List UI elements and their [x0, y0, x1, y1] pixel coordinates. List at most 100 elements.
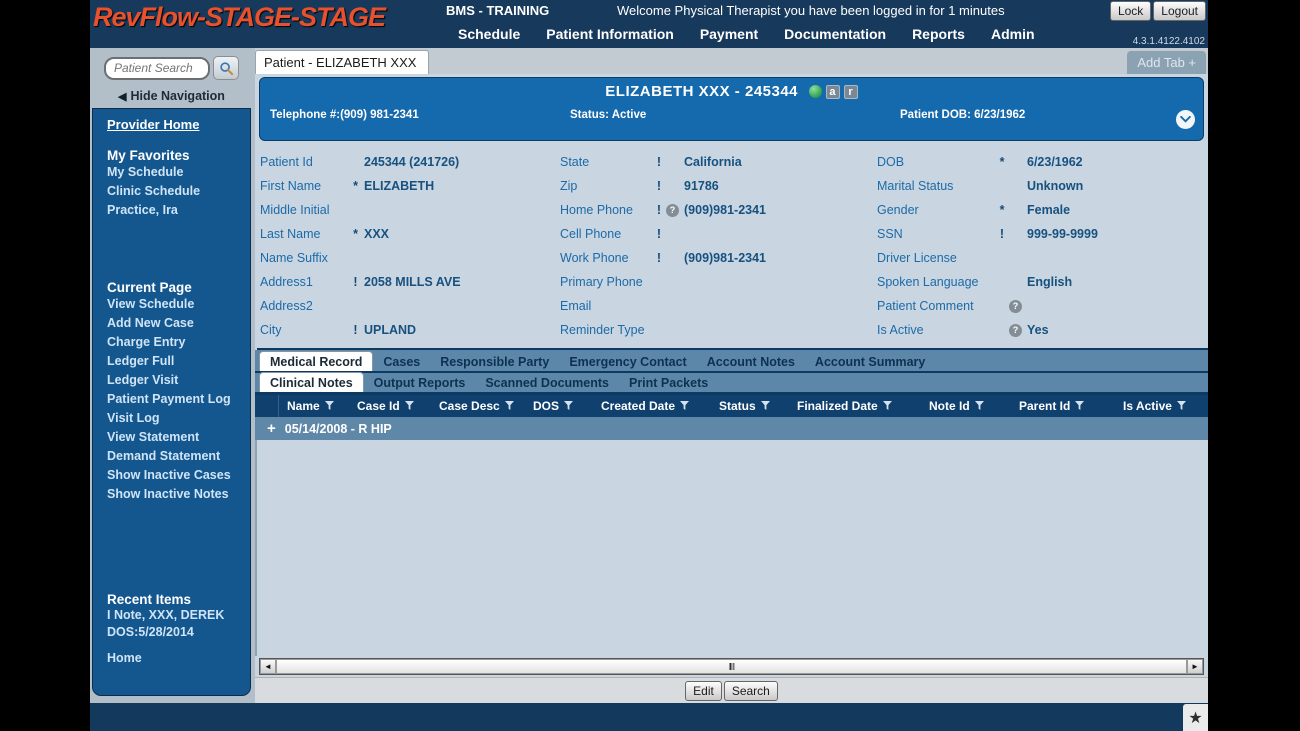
note-group-row[interactable]: + 05/14/2008 - R HIP: [255, 417, 1208, 440]
column-label: DOS: [533, 399, 560, 413]
patient-banner: ELIZABETH XXX - 245344 a r Telephone #:(…: [259, 77, 1204, 141]
sidebar-item-visit-log[interactable]: Visit Log: [107, 411, 160, 425]
sidebar-item-my-schedule[interactable]: My Schedule: [107, 165, 184, 179]
environment-label: BMS - TRAINING: [446, 3, 550, 18]
column-header-note-id[interactable]: Note Id: [921, 399, 1011, 413]
sidebar-item-patient-payment-log[interactable]: Patient Payment Log: [107, 392, 231, 406]
sidebar-item-ledger-full[interactable]: Ledger Full: [107, 354, 175, 368]
patient-search-button[interactable]: [213, 56, 239, 80]
menu-item-documentation[interactable]: Documentation: [784, 26, 887, 42]
sidebar-item-provider-home[interactable]: Provider Home: [107, 117, 200, 132]
field-value: Yes: [1027, 323, 1049, 337]
field-value: California: [684, 155, 742, 169]
field-label: DOB: [877, 155, 905, 169]
scrollbar-grip: [729, 663, 734, 670]
horizontal-scrollbar[interactable]: ◄ ►: [259, 658, 1204, 675]
scroll-left-button[interactable]: ◄: [260, 659, 276, 674]
recent-item-dos: DOS:5/28/2014: [107, 625, 194, 639]
tab-emergency-contact[interactable]: Emergency Contact: [569, 355, 687, 369]
column-header-parent-id[interactable]: Parent Id: [1011, 399, 1115, 413]
help-icon[interactable]: ?: [1009, 323, 1022, 337]
favorites-star-button[interactable]: ★: [1183, 704, 1208, 731]
tab-patient[interactable]: Patient - ELIZABETH XXX: [255, 50, 430, 74]
menu-item-schedule[interactable]: Schedule: [458, 26, 521, 42]
menu-item-admin[interactable]: Admin: [990, 26, 1035, 42]
subtab-output-reports[interactable]: Output Reports: [373, 376, 466, 390]
sidebar-item-charge-entry[interactable]: Charge Entry: [107, 335, 186, 349]
tab-responsible-party[interactable]: Responsible Party: [440, 355, 550, 369]
sidebar-item-home[interactable]: Home: [107, 651, 142, 665]
subtab-clinical-notes[interactable]: Clinical Notes: [259, 372, 364, 392]
help-icon[interactable]: ?: [1009, 299, 1022, 313]
sidebar-item-add-new-case[interactable]: Add New Case: [107, 316, 194, 330]
column-header-finalized-date[interactable]: Finalized Date: [789, 399, 921, 413]
field-label: Patient Id: [260, 155, 313, 169]
tab-medical-record[interactable]: Medical Record: [259, 351, 374, 371]
field-flag: *: [353, 179, 358, 193]
field-flag: !: [353, 275, 358, 289]
field-label: Address1: [260, 275, 313, 289]
column-header-name[interactable]: Name: [279, 399, 349, 413]
banner-collapse-button[interactable]: [1176, 110, 1195, 129]
search-button[interactable]: Search: [723, 680, 778, 701]
patient-banner-title: ELIZABETH XXX - 245344 a r: [260, 78, 1203, 100]
filter-icon[interactable]: [974, 401, 984, 411]
column-label: Status: [719, 399, 756, 413]
logout-button[interactable]: Logout: [1153, 1, 1206, 21]
lock-button[interactable]: Lock: [1109, 1, 1152, 21]
filter-icon[interactable]: [1176, 401, 1186, 411]
filter-icon[interactable]: [680, 401, 690, 411]
filter-icon[interactable]: [882, 401, 892, 411]
filter-icon[interactable]: [404, 401, 414, 411]
help-icon[interactable]: ?: [666, 203, 679, 217]
edit-button[interactable]: Edit: [685, 680, 722, 701]
add-tab-button[interactable]: Add Tab +: [1127, 51, 1206, 74]
field-value: (909)981-2341: [684, 203, 767, 217]
column-header-status[interactable]: Status: [711, 399, 789, 413]
tab-account-summary[interactable]: Account Summary: [814, 355, 926, 369]
field-label: Email: [560, 299, 592, 313]
chevron-down-icon: [1180, 116, 1191, 123]
main-menu: Schedule Patient Information Payment Doc…: [458, 26, 1035, 42]
green-status-icon[interactable]: [808, 85, 822, 99]
column-header-case-desc[interactable]: Case Desc: [431, 399, 525, 413]
field-label: Marital Status: [877, 179, 954, 193]
column-header-dos[interactable]: DOS: [525, 399, 593, 413]
field-value: 91786: [684, 179, 719, 193]
field-value: 6/23/1962: [1027, 155, 1083, 169]
filter-icon[interactable]: [564, 401, 574, 411]
patient-search-input[interactable]: [104, 56, 210, 80]
expand-icon[interactable]: +: [267, 420, 276, 437]
tab-account-notes[interactable]: Account Notes: [706, 355, 795, 369]
sidebar-item-ledger-visit[interactable]: Ledger Visit: [107, 373, 179, 387]
filter-icon[interactable]: [504, 401, 514, 411]
sidebar-item-view-schedule[interactable]: View Schedule: [107, 297, 195, 311]
scrollbar-thumb[interactable]: [276, 659, 1187, 674]
sidebar-item-show-inactive-notes[interactable]: Show Inactive Notes: [107, 487, 229, 501]
session-buttons: Lock Logout: [1109, 1, 1206, 21]
sidebar-item-demand-statement[interactable]: Demand Statement: [107, 449, 221, 463]
menu-item-payment[interactable]: Payment: [699, 26, 759, 42]
tab-cases[interactable]: Cases: [383, 355, 421, 369]
badge-r-icon[interactable]: r: [843, 85, 858, 100]
filter-icon[interactable]: [324, 401, 334, 411]
subtab-print-packets[interactable]: Print Packets: [628, 376, 709, 390]
recent-item-link[interactable]: I Note, XXX, DEREK: [107, 608, 225, 622]
sidebar-item-view-statement[interactable]: View Statement: [107, 430, 200, 444]
column-header-case-id[interactable]: Case Id: [349, 399, 431, 413]
filter-icon[interactable]: [760, 401, 770, 411]
column-header-is-active[interactable]: Is Active: [1115, 399, 1208, 413]
filter-icon[interactable]: [1075, 401, 1085, 411]
badge-a-icon[interactable]: a: [825, 85, 840, 100]
sidebar-item-practice-ira[interactable]: Practice, Ira: [107, 203, 178, 217]
menu-item-reports[interactable]: Reports: [912, 26, 965, 42]
welcome-message: Welcome Physical Therapist you have been…: [617, 3, 1005, 18]
hide-navigation-link[interactable]: ◀ Hide Navigation: [118, 89, 255, 103]
menu-item-patient-information[interactable]: Patient Information: [546, 26, 674, 42]
scroll-right-button[interactable]: ►: [1187, 659, 1203, 674]
subtab-scanned-documents[interactable]: Scanned Documents: [485, 376, 609, 390]
column-header-created-date[interactable]: Created Date: [593, 399, 711, 413]
sidebar-item-show-inactive-cases[interactable]: Show Inactive Cases: [107, 468, 231, 482]
field-label: Gender: [877, 203, 919, 217]
sidebar-item-clinic-schedule[interactable]: Clinic Schedule: [107, 184, 201, 198]
